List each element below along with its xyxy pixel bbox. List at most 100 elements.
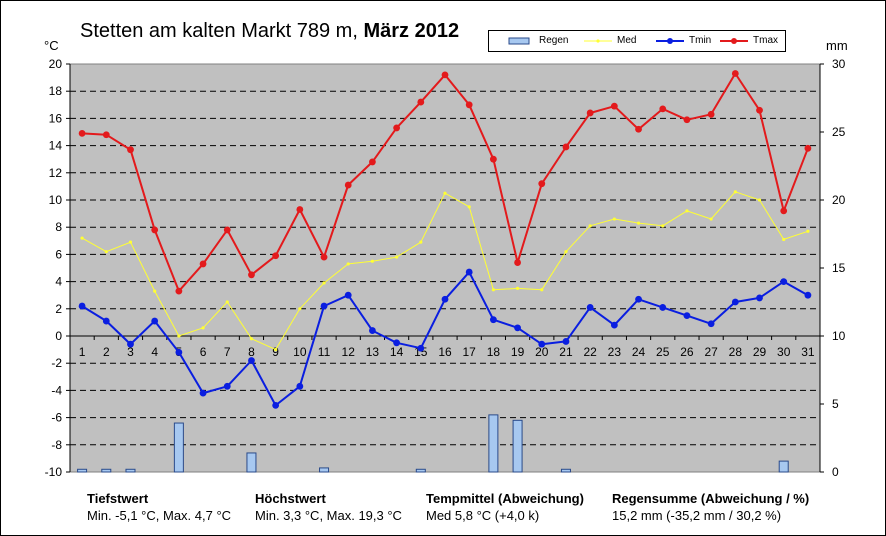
point-tmax xyxy=(102,131,110,139)
stat-tiefstwert-heading: Tiefstwert xyxy=(87,491,149,506)
y2-tick-label: 20 xyxy=(832,193,846,207)
tmax-line-icon xyxy=(720,38,748,44)
point-tmin xyxy=(296,382,304,390)
point-med xyxy=(395,255,399,259)
point-tmin xyxy=(369,327,376,334)
bar-regen xyxy=(125,468,136,473)
x-tick-label: 13 xyxy=(366,345,380,359)
point-tmin xyxy=(489,316,497,324)
y2-tick-label: 0 xyxy=(832,465,839,479)
x-tick-label: 25 xyxy=(656,345,670,359)
y-tick-label: 14 xyxy=(49,139,63,153)
bar-regen xyxy=(512,419,523,473)
tmin-line-icon xyxy=(656,38,684,44)
point-tmin xyxy=(756,294,763,302)
bar-regen xyxy=(415,468,426,473)
point-tmax xyxy=(199,260,207,268)
point-med xyxy=(540,288,544,292)
point-med xyxy=(274,348,278,352)
point-med xyxy=(177,334,181,338)
y-tick-label: 10 xyxy=(49,193,63,207)
point-med xyxy=(419,240,423,244)
point-tmin xyxy=(780,278,788,285)
point-med xyxy=(443,191,447,195)
y2-tick-label: 30 xyxy=(832,57,846,71)
y2-tick-label: 5 xyxy=(832,397,839,411)
point-med xyxy=(806,229,810,233)
point-tmin xyxy=(465,268,473,276)
x-tick-label: 20 xyxy=(535,345,549,359)
stat-regensumme: Regensumme (Abweichung / %) 15,2 mm (-35… xyxy=(612,490,809,524)
y2-tick-label: 25 xyxy=(832,125,846,139)
y-tick-label: 16 xyxy=(49,111,63,125)
bar-regen xyxy=(101,468,112,473)
title-period: März 2012 xyxy=(363,20,460,42)
bar-regen xyxy=(319,467,330,473)
y-tick-label: 6 xyxy=(55,247,62,261)
x-tick-label: 17 xyxy=(463,345,477,359)
y-tick-label: 12 xyxy=(49,166,63,180)
point-tmin xyxy=(199,389,207,397)
title-prefix: Stetten am kalten Markt 789 m, xyxy=(80,20,358,42)
x-tick-label: 22 xyxy=(583,345,597,359)
point-med xyxy=(298,307,302,311)
point-tmin xyxy=(610,321,618,329)
point-tmax xyxy=(151,226,159,234)
point-tmax xyxy=(731,70,739,77)
bar-regen xyxy=(488,414,499,473)
point-tmax xyxy=(610,102,618,110)
x-tick-label: 3 xyxy=(127,345,134,359)
point-tmin xyxy=(344,291,352,299)
point-med xyxy=(225,300,229,304)
x-tick-label: 7 xyxy=(224,345,231,359)
point-tmax xyxy=(223,226,231,234)
point-med xyxy=(612,217,616,221)
point-med xyxy=(153,289,157,293)
legend-label-med: Med xyxy=(617,35,637,46)
legend-label-tmin: Tmin xyxy=(689,35,712,46)
point-med xyxy=(636,221,641,225)
y-tick-label: -6 xyxy=(51,411,62,425)
stat-hoechstwert-text: Min. 3,3 °C, Max. 19,3 °C xyxy=(255,508,402,523)
y-tick-label: -2 xyxy=(51,356,62,370)
point-med xyxy=(346,262,350,266)
point-med xyxy=(104,250,108,254)
bar-regen xyxy=(77,468,88,473)
stat-tempmittel: Tempmittel (Abweichung) Med 5,8 °C (+4,0… xyxy=(426,490,584,524)
point-med xyxy=(80,236,84,240)
y-tick-label: 0 xyxy=(55,329,62,343)
x-tick-label: 31 xyxy=(801,345,815,359)
point-tmax xyxy=(248,271,255,279)
point-tmax xyxy=(562,143,570,151)
legend-label-regen: Regen xyxy=(539,35,569,46)
stat-tempmittel-text: Med 5,8 °C (+4,0 k) xyxy=(426,508,540,523)
x-tick-label: 16 xyxy=(438,345,452,359)
point-tmax xyxy=(683,116,691,124)
x-tick-label: 9 xyxy=(272,345,279,359)
point-tmin xyxy=(441,295,449,303)
y2-tick-label: 15 xyxy=(832,261,846,275)
x-tick-label: 19 xyxy=(511,345,525,359)
point-tmin xyxy=(538,340,546,348)
point-med xyxy=(491,288,495,292)
x-tick-label: 27 xyxy=(704,345,718,359)
bar-regen xyxy=(173,422,184,473)
stat-regensumme-text: 15,2 mm (-35,2 mm / 30,2 %) xyxy=(612,508,782,523)
y-tick-label: 8 xyxy=(55,220,62,234)
point-tmax xyxy=(707,110,715,118)
point-med xyxy=(249,337,254,341)
point-tmin xyxy=(320,302,328,310)
stat-regensumme-heading: Regensumme (Abweichung / %) xyxy=(612,491,810,506)
stat-hoechstwert-heading: Höchstwert xyxy=(255,491,326,506)
point-med xyxy=(733,190,737,194)
point-med xyxy=(322,281,326,285)
point-tmin xyxy=(804,291,812,299)
x-tick-label: 4 xyxy=(151,345,158,359)
point-tmax xyxy=(804,144,812,152)
point-tmax xyxy=(344,181,352,189)
point-med xyxy=(782,237,786,242)
point-tmin xyxy=(586,304,594,311)
point-tmin xyxy=(223,382,231,390)
point-tmin xyxy=(417,344,425,352)
point-tmax xyxy=(586,109,594,117)
